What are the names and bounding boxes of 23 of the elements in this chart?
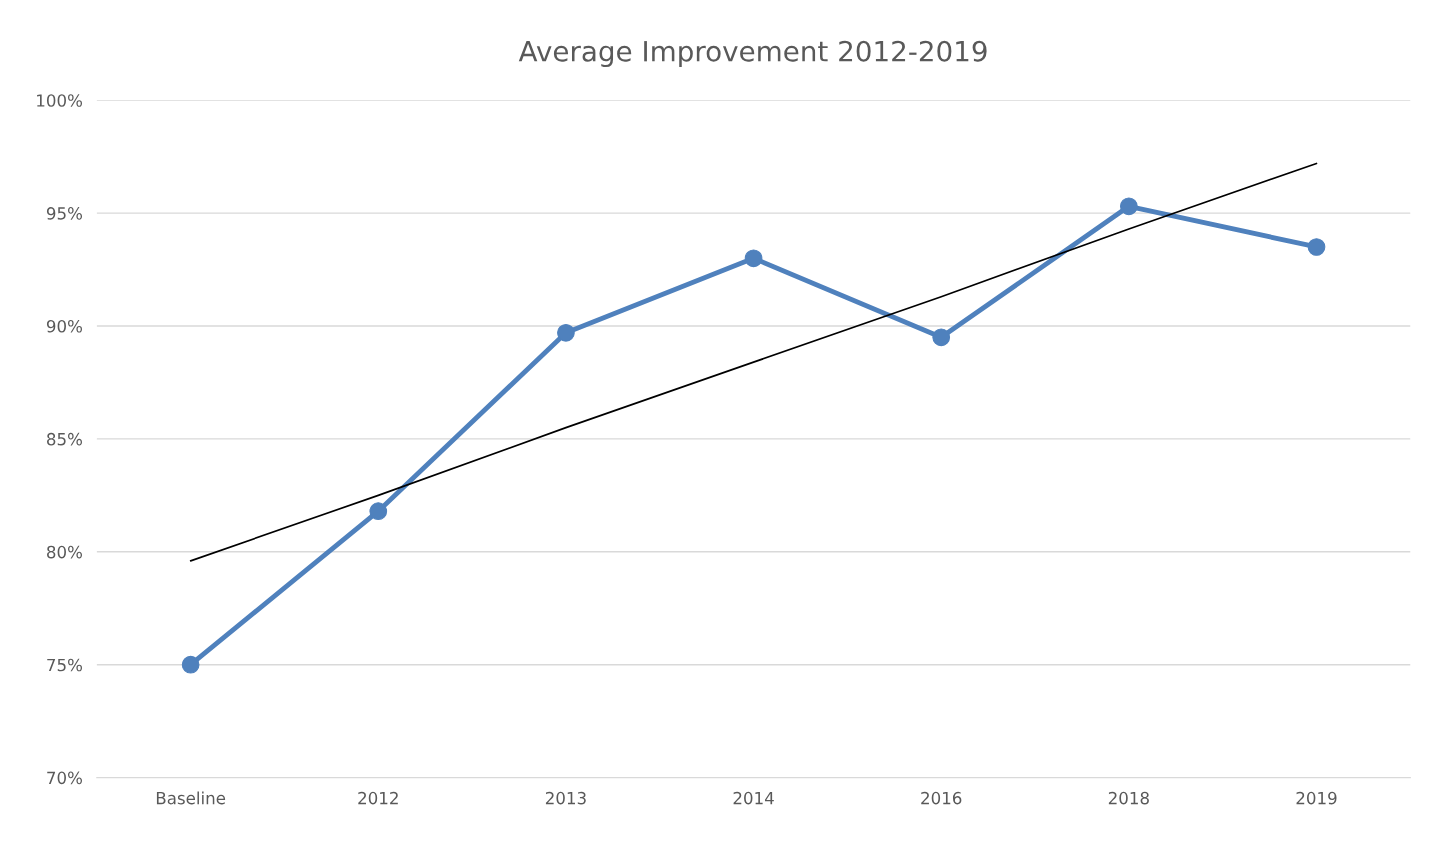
x-tick-label: 2013 <box>545 791 586 805</box>
x-tick-label: 2016 <box>921 791 962 805</box>
x-tick-label: Baseline <box>156 791 226 805</box>
x-tick-label: 2019 <box>1296 791 1337 805</box>
x-tick-label: 2018 <box>1108 791 1149 805</box>
point <box>1307 238 1326 256</box>
y-tick-label: 100% <box>37 94 83 107</box>
chart-title: Average Improvement 2012-2019 <box>518 40 987 68</box>
point <box>369 502 388 521</box>
point <box>932 328 951 347</box>
line-series <box>189 162 1318 562</box>
x-tick-label: 2012 <box>358 791 398 805</box>
y-tick-label: 70% <box>47 771 83 785</box>
x-tick-label: 2014 <box>733 791 774 805</box>
y-tick-label: 95% <box>46 207 83 220</box>
y-tick-label: 90% <box>46 319 83 333</box>
point <box>1120 197 1138 216</box>
y-tick-label: 80% <box>47 545 83 559</box>
point <box>744 249 763 268</box>
point <box>557 323 575 342</box>
y-tick-label: 75% <box>47 658 83 672</box>
y-tick-label: 85% <box>47 432 83 446</box>
point <box>181 655 200 674</box>
